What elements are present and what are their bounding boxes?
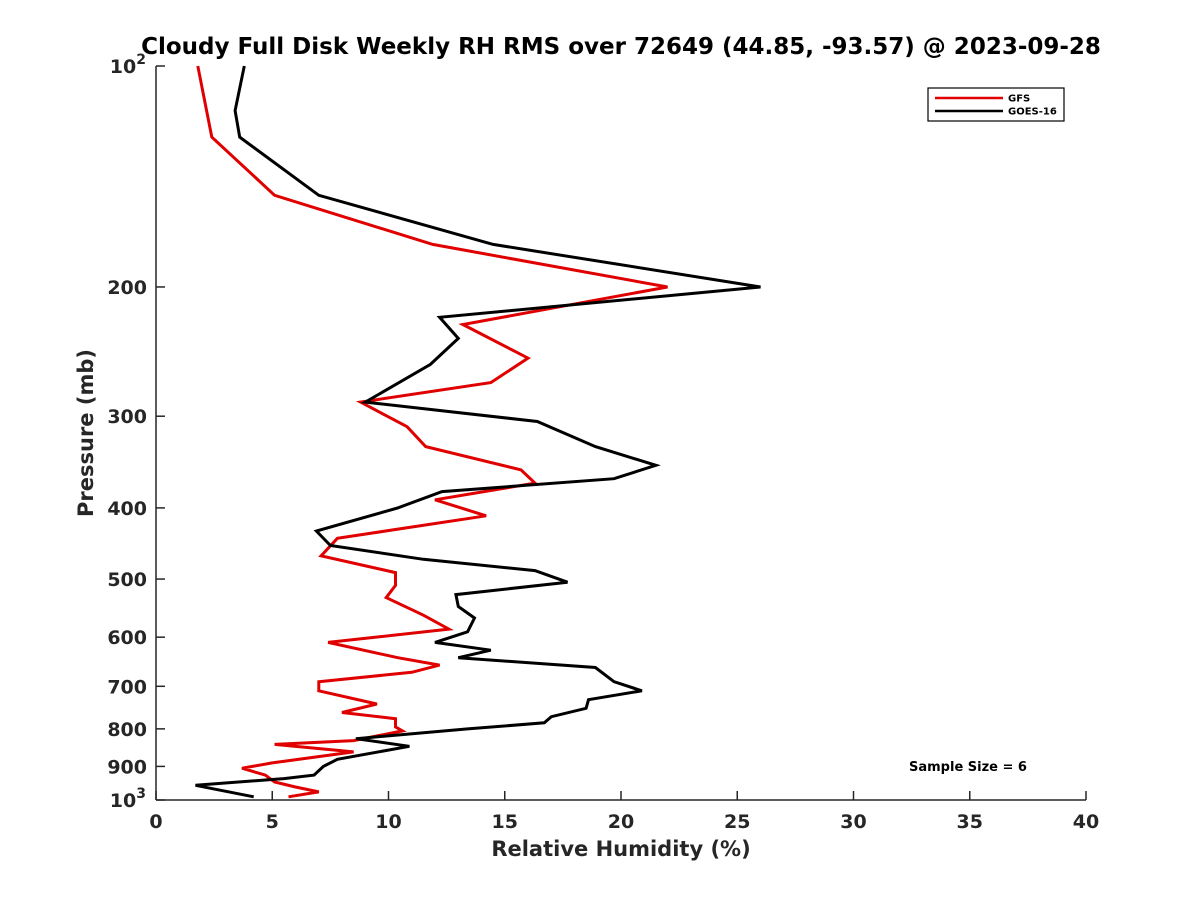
x-axis-label: Relative Humidity (%) [491,837,750,861]
x-tick-label: 20 [608,811,634,833]
y-tick-label: 800 [107,719,147,741]
axes [155,66,1086,801]
x-tick-label: 5 [266,811,279,833]
series-lines [195,65,761,799]
y-tick-label: 400 [107,498,147,520]
y-tick-label: 200 [107,277,147,299]
y-tick-label: 103 [110,786,146,812]
y-tick-label: 102 [110,52,146,78]
x-tick-label: 15 [492,811,518,833]
y-ticks: 102 200 300 400 500 600 700 800 900 103 [107,52,165,812]
x-tick-label: 25 [724,811,750,833]
chart-title: Cloudy Full Disk Weekly RH RMS over 7264… [141,34,1101,60]
x-tick-label: 0 [149,811,162,833]
x-tick-label: 40 [1073,811,1099,833]
x-ticks: 0 5 10 15 20 25 30 35 40 [149,791,1099,833]
legend-label-gfs: GFS [1008,94,1030,105]
x-tick-label: 10 [375,811,401,833]
x-tick-label: 30 [840,811,866,833]
y-tick-label: 700 [107,676,147,698]
y-tick-label: 600 [107,627,147,649]
y-tick-label: 300 [107,406,147,428]
legend: GFS GOES-16 [927,87,1065,122]
y-axis-label: Pressure (mb) [74,349,98,517]
legend-box [927,87,1065,122]
y-tick-label: 900 [107,756,147,778]
series-line-gfs [196,65,668,799]
y-tick-label: 500 [107,569,147,591]
x-tick-label: 35 [957,811,983,833]
legend-label-goes16: GOES-16 [1008,107,1057,118]
sample-size-annotation: Sample Size = 6 [909,760,1027,775]
series-line-goes16 [195,65,761,799]
